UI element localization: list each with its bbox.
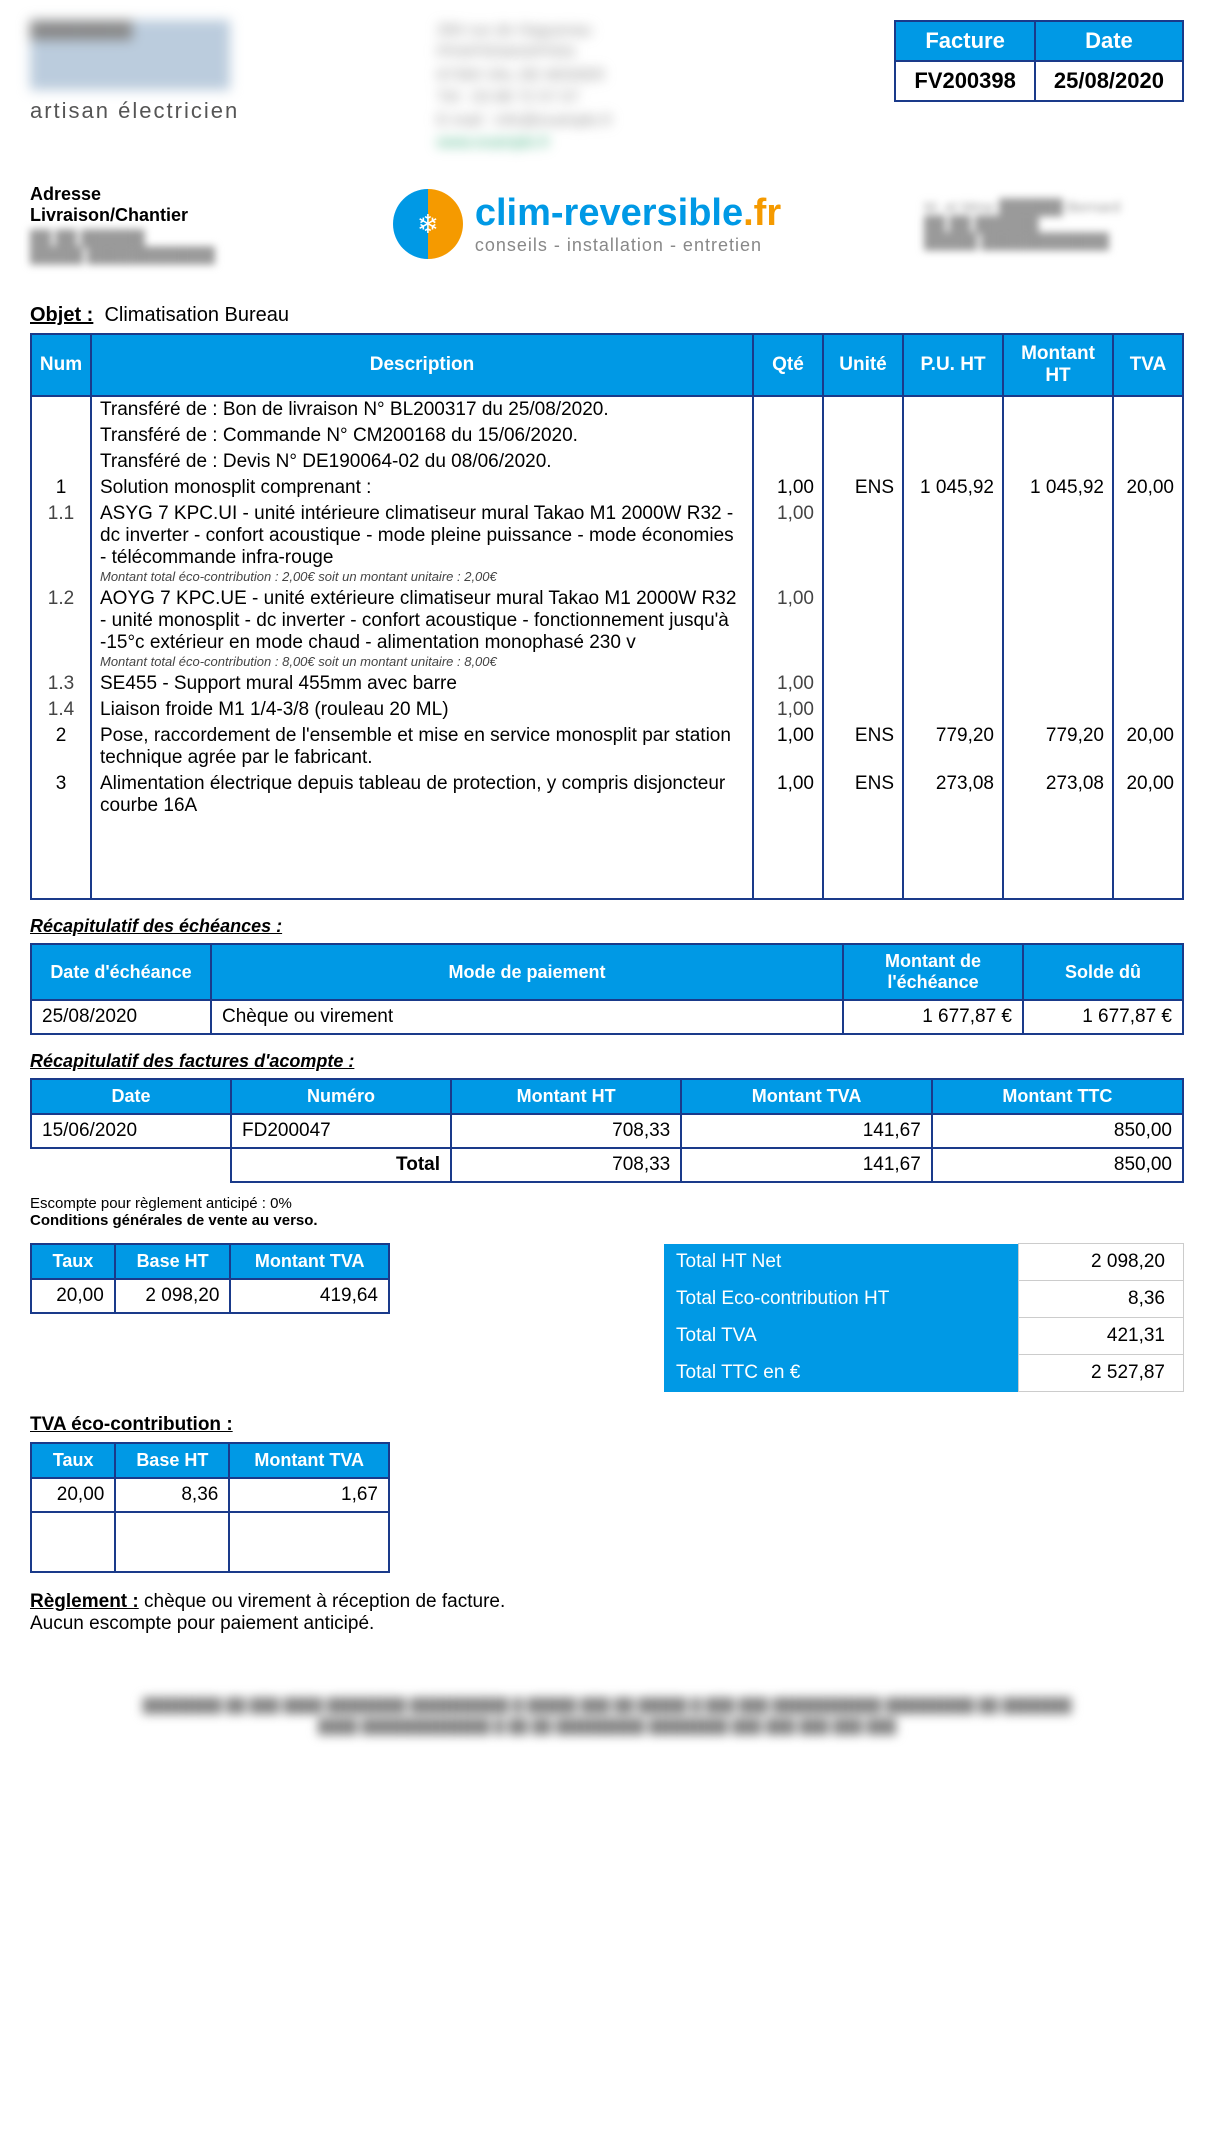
ac-h-ttc: Montant TTC — [932, 1079, 1183, 1114]
totals-row: Total TTC en €2 527,87 — [664, 1355, 1184, 1392]
col-num: Num — [31, 334, 91, 396]
transfer-line: Transféré de : Devis N° DE190064-02 du 0… — [31, 449, 1183, 475]
ac-date: 15/06/2020 — [31, 1114, 231, 1148]
col-unite: Unité — [823, 334, 903, 396]
tva-eco-table: Taux Base HT Montant TVA 20,00 8,36 1,67 — [30, 1442, 390, 1573]
transfer-line: Transféré de : Bon de livraison N° BL200… — [31, 396, 1183, 423]
ac-h-ht: Montant HT — [451, 1079, 681, 1114]
ac-total-ttc: 850,00 — [932, 1148, 1183, 1182]
ech-montant: 1 677,87 € — [843, 1000, 1023, 1034]
clim-orb-icon — [393, 189, 463, 259]
conditions-block: Escompte pour règlement anticipé : 0% Co… — [30, 1195, 1184, 1229]
reglement-block: Règlement : chèque ou virement à récepti… — [30, 1591, 1184, 1635]
tva-h-taux: Taux — [31, 1244, 115, 1279]
tva-h-montant: Montant TVA — [230, 1244, 389, 1279]
tva-eco-label: TVA éco-contribution : — [30, 1414, 1184, 1436]
clim-logo-subtitle: conseils - installation - entretien — [475, 235, 781, 256]
delivery-logo-row: Adresse Livraison/Chantier ██ ██ ███████… — [30, 184, 1184, 264]
reglement-line2: Aucun escompte pour paiement anticipé. — [30, 1613, 374, 1634]
totals-table: Total HT Net2 098,20Total Eco-contributi… — [664, 1243, 1184, 1392]
meta-date-value: 25/08/2020 — [1035, 61, 1183, 101]
tva-base: 2 098,20 — [115, 1279, 231, 1313]
ac-total-tva: 141,67 — [681, 1148, 932, 1182]
company-logo-block: █████████ artisan électricien — [30, 20, 239, 124]
ech-mode: Chèque ou virement — [211, 1000, 843, 1034]
ech-solde: 1 677,87 € — [1023, 1000, 1183, 1034]
tvaeco-h-taux: Taux — [31, 1443, 115, 1478]
ech-h-date: Date d'échéance — [31, 944, 211, 1000]
tvaeco-h-montant: Montant TVA — [229, 1443, 389, 1478]
reglement-label: Règlement : — [30, 1591, 139, 1612]
totals-row: Total HT Net2 098,20 — [664, 1244, 1184, 1281]
echeances-table: Date d'échéance Mode de paiement Montant… — [30, 943, 1184, 1035]
tvaeco-montant: 1,67 — [229, 1478, 389, 1512]
ac-total-ht: 708,33 — [451, 1148, 681, 1182]
ech-h-montant: Montant de l'échéance — [843, 944, 1023, 1000]
item-row: 1 Solution monosplit comprenant : 1,00 E… — [31, 475, 1183, 501]
item-row: 1.2 AOYG 7 KPC.UE - unité extérieure cli… — [31, 586, 1183, 671]
tva-montant: 419,64 — [230, 1279, 389, 1313]
ac-ht: 708,33 — [451, 1114, 681, 1148]
col-puht: P.U. HT — [903, 334, 1003, 396]
meta-facture-num: FV200398 — [895, 61, 1035, 101]
ac-h-numero: Numéro — [231, 1079, 451, 1114]
ac-total-label: Total — [231, 1148, 451, 1182]
clim-reversible-logo: clim-reversible.fr conseils - installati… — [393, 189, 781, 259]
reglement-text: chèque ou virement à réception de factur… — [144, 1591, 505, 1612]
ac-h-tva: Montant TVA — [681, 1079, 932, 1114]
item-row: 1.3 SE455 - Support mural 455mm avec bar… — [31, 671, 1183, 697]
ac-tva: 141,67 — [681, 1114, 932, 1148]
item-row: 2 Pose, raccordement de l'ensemble et mi… — [31, 723, 1183, 771]
ac-h-date: Date — [31, 1079, 231, 1114]
tagline: artisan électricien — [30, 98, 239, 124]
clim-logo-orange: .fr — [743, 192, 781, 234]
meta-facture-header: Facture — [895, 21, 1035, 61]
tvaeco-base: 8,36 — [115, 1478, 229, 1512]
meta-date-header: Date — [1035, 21, 1183, 61]
tva-totals-row: Taux Base HT Montant TVA 20,00 2 098,20 … — [30, 1243, 1184, 1392]
tva-h-base: Base HT — [115, 1244, 231, 1279]
ac-ttc: 850,00 — [932, 1114, 1183, 1148]
objet-label: Objet : — [30, 304, 93, 326]
client-address-blur: M. et Mme ██████ Bernard██ ██ ██████████… — [924, 199, 1184, 250]
delivery-label: Adresse Livraison/Chantier — [30, 184, 250, 226]
invoice-meta-table: Facture Date FV200398 25/08/2020 — [894, 20, 1184, 102]
ech-h-solde: Solde dû — [1023, 944, 1183, 1000]
acomptes-table: Date Numéro Montant HT Montant TVA Monta… — [30, 1078, 1184, 1183]
item-row: 3 Alimentation électrique depuis tableau… — [31, 771, 1183, 819]
items-table: Num Description Qté Unité P.U. HT Montan… — [30, 333, 1184, 900]
delivery-address-block: Adresse Livraison/Chantier ██ ██ ███████… — [30, 184, 250, 264]
conditions-line1: Escompte pour règlement anticipé : 0% — [30, 1195, 1184, 1212]
echeances-label: Récapitulatif des échéances : — [30, 916, 1184, 937]
ac-numero: FD200047 — [231, 1114, 451, 1148]
tva-taux: 20,00 — [31, 1279, 115, 1313]
acomptes-label: Récapitulatif des factures d'acompte : — [30, 1051, 1184, 1072]
tva-table: Taux Base HT Montant TVA 20,00 2 098,20 … — [30, 1243, 390, 1314]
company-address-blur: 284 rue de HaguenauPFAFFENHOFFEN67350 VA… — [437, 20, 697, 154]
ech-date: 25/08/2020 — [31, 1000, 211, 1034]
document-header: █████████ artisan électricien 284 rue de… — [30, 20, 1184, 154]
item-row: 1.1 ASYG 7 KPC.UI - unité intérieure cli… — [31, 501, 1183, 586]
objet-line: Objet : Climatisation Bureau — [30, 304, 1184, 327]
totals-row: Total TVA421,31 — [664, 1318, 1184, 1355]
clim-logo-blue: clim-reversible — [475, 192, 743, 234]
footer-legal-blur: ████████ ██ ███ ████ ████████ ██████████… — [30, 1695, 1184, 1737]
tvaeco-h-base: Base HT — [115, 1443, 229, 1478]
ech-h-mode: Mode de paiement — [211, 944, 843, 1000]
tvaeco-taux: 20,00 — [31, 1478, 115, 1512]
col-tva: TVA — [1113, 334, 1183, 396]
col-qte: Qté — [753, 334, 823, 396]
col-desc: Description — [91, 334, 753, 396]
conditions-line2: Conditions générales de vente au verso. — [30, 1212, 1184, 1229]
totals-row: Total Eco-contribution HT8,36 — [664, 1281, 1184, 1318]
objet-value: Climatisation Bureau — [104, 304, 289, 326]
item-row: 1.4 Liaison froide M1 1/4-3/8 (rouleau 2… — [31, 697, 1183, 723]
col-mht: Montant HT — [1003, 334, 1113, 396]
transfer-line: Transféré de : Commande N° CM200168 du 1… — [31, 423, 1183, 449]
